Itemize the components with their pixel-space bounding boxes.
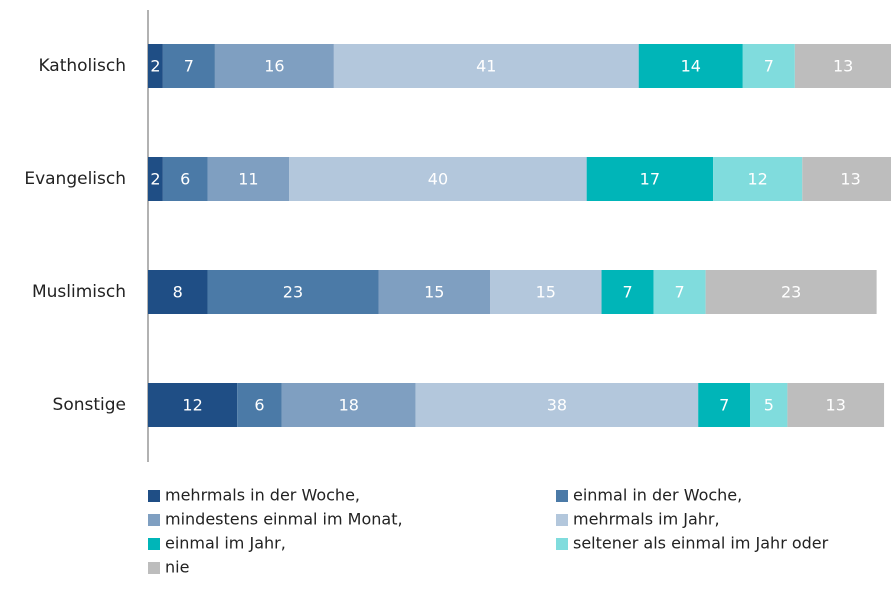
bar-segment: [794, 44, 891, 88]
value-label: 11: [238, 170, 258, 189]
bar-segment: [162, 44, 215, 88]
category-label: Muslimisch: [32, 282, 126, 302]
value-label: 2: [150, 170, 160, 189]
legend-label: einmal in der Woche,: [573, 486, 742, 505]
legend-label: mehrmals im Jahr,: [573, 510, 720, 529]
value-label: 8: [173, 283, 183, 302]
value-label: 7: [675, 283, 685, 302]
bar-segment: [742, 44, 795, 88]
bar-segment: [698, 383, 751, 427]
bar-segment: [601, 270, 654, 314]
bar-segment: [214, 44, 334, 88]
value-label: 6: [254, 396, 264, 415]
value-label: 14: [681, 57, 701, 76]
bar-segment: [162, 157, 208, 201]
value-label: 12: [747, 170, 767, 189]
legend-label: nie: [165, 558, 189, 577]
bar-segment: [713, 157, 803, 201]
legend-swatch: [556, 490, 568, 502]
value-label: 23: [283, 283, 303, 302]
bar-segment: [148, 383, 238, 427]
bar-segment: [802, 157, 891, 201]
value-label: 15: [424, 283, 444, 302]
legend-swatch: [148, 562, 160, 574]
value-label: 12: [182, 396, 202, 415]
value-label: 7: [622, 283, 632, 302]
value-label: 16: [264, 57, 284, 76]
legend-swatch: [148, 490, 160, 502]
legend-label: einmal im Jahr,: [165, 534, 286, 553]
value-label: 38: [547, 396, 567, 415]
bar-segment: [289, 157, 587, 201]
bar-segment: [148, 157, 163, 201]
legend-swatch: [148, 538, 160, 550]
value-label: 13: [840, 170, 860, 189]
value-label: 40: [428, 170, 448, 189]
bar-segment: [148, 270, 208, 314]
legend-label: mindestens einmal im Monat,: [165, 510, 403, 529]
bar-segment: [586, 157, 714, 201]
bar-segment: [207, 270, 379, 314]
legend-label: seltener als einmal im Jahr oder: [573, 534, 829, 553]
value-label: 23: [781, 283, 801, 302]
category-label: Evangelisch: [24, 169, 126, 189]
value-label: 7: [764, 57, 774, 76]
category-label: Katholisch: [38, 56, 126, 76]
bar-segment: [787, 383, 885, 427]
value-label: 13: [833, 57, 853, 76]
bar-segment: [281, 383, 416, 427]
bar-segment: [415, 383, 699, 427]
value-label: 6: [180, 170, 190, 189]
legend-swatch: [148, 514, 160, 526]
value-label: 7: [719, 396, 729, 415]
value-label: 7: [184, 57, 194, 76]
legend-swatch: [556, 514, 568, 526]
category-label: Sonstige: [53, 395, 126, 415]
value-label: 15: [536, 283, 556, 302]
legend-swatch: [556, 538, 568, 550]
bar-segment: [653, 270, 706, 314]
bar-segment: [237, 383, 282, 427]
bar-segment: [148, 44, 163, 88]
legend-label: mehrmals in der Woche,: [165, 486, 360, 505]
bar-segment: [638, 44, 743, 88]
bar-segment: [333, 44, 639, 88]
value-label: 2: [150, 57, 160, 76]
value-label: 41: [476, 57, 496, 76]
value-label: 17: [640, 170, 660, 189]
value-label: 18: [339, 396, 359, 415]
bar-segment: [750, 383, 788, 427]
value-label: 13: [826, 396, 846, 415]
bar-segment: [207, 157, 290, 201]
bar-segment: [705, 270, 877, 314]
bar-segment: [378, 270, 491, 314]
bar-segment: [490, 270, 602, 314]
value-label: 5: [764, 396, 774, 415]
